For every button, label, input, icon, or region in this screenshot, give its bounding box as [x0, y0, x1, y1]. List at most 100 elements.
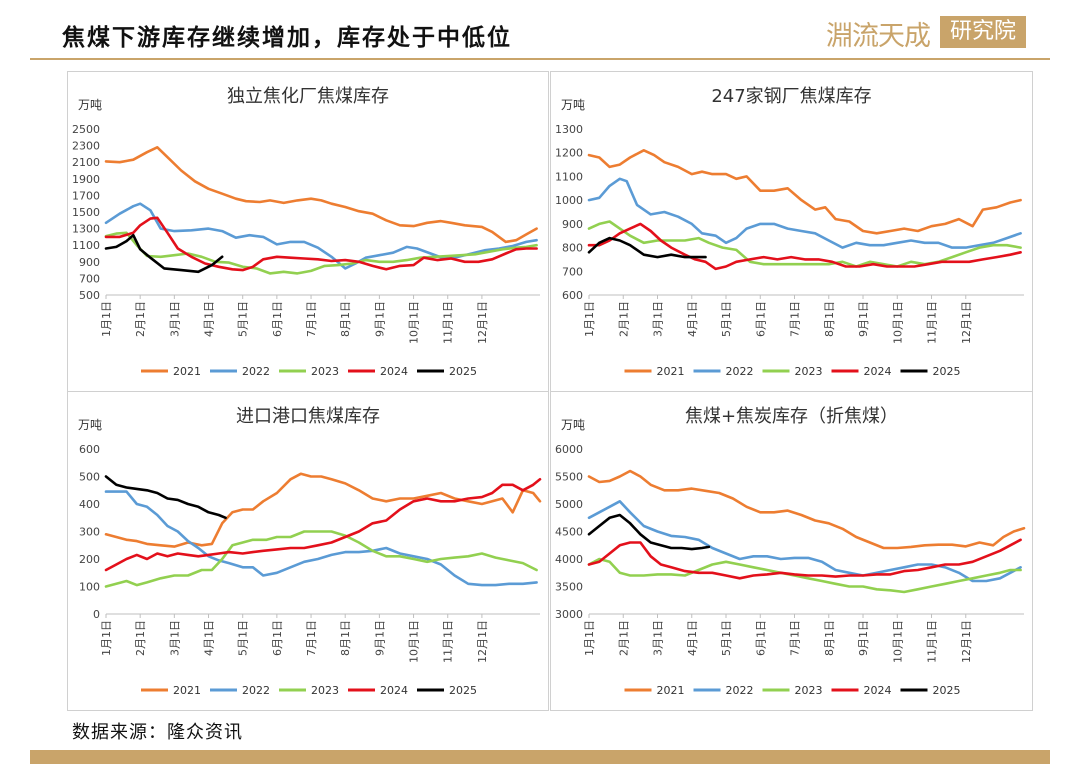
brand-logo: 淵流天成 研究院 [826, 14, 1026, 52]
x-tick-label: 6月1日 [754, 620, 767, 656]
series-line-2025 [587, 236, 707, 259]
x-tick-label: 8月1日 [823, 301, 836, 337]
chart-panel-import-ports: 进口港口焦煤库存 万吨 0 100 200 300 400 500 600 1月1日 2月1日 3月1… [67, 391, 549, 711]
legend-label-2023: 2023 [311, 365, 339, 378]
x-tick-label: 9月1日 [373, 301, 386, 337]
x-tick-label: 7月1日 [305, 620, 318, 656]
y-axis-unit: 万吨 [561, 98, 585, 112]
x-tick-label: 1月1日 [583, 301, 596, 337]
x-tick-label: 4月1日 [203, 301, 216, 337]
x-tick-label: 11月1日 [442, 301, 455, 344]
x-tick-label: 6月1日 [754, 301, 767, 337]
legend-label-2025: 2025 [449, 365, 477, 378]
series-line-2022 [104, 490, 538, 587]
y-tick-label: 1300 [72, 223, 100, 236]
x-tick-label: 10月1日 [408, 301, 421, 344]
y-tick-label: 400 [79, 498, 100, 511]
y-tick-label: 100 [79, 581, 100, 594]
x-tick-label: 8月1日 [339, 620, 352, 656]
chart-panel-coking-plants: 独立焦化厂焦煤库存 万吨 500 700 900 1100 1300 1500 1700 1900… [67, 71, 549, 392]
y-tick-label: 1000 [555, 194, 583, 207]
x-tick-label: 8月1日 [823, 620, 836, 656]
x-tick-label: 7月1日 [305, 301, 318, 337]
series-line-2024 [104, 478, 542, 572]
legend-label-2024: 2024 [864, 365, 892, 378]
chart-title: 247家钢厂焦煤库存 [711, 86, 871, 107]
y-axis-unit: 万吨 [78, 98, 102, 112]
series-line-2024 [587, 222, 1022, 271]
y-tick-label: 500 [79, 289, 100, 302]
legend-label-2022: 2022 [726, 684, 754, 697]
legend-label-2021: 2021 [173, 365, 201, 378]
y-tick-label: 1900 [72, 173, 100, 186]
y-tick-label: 900 [79, 256, 100, 269]
x-tick-label: 1月1日 [583, 620, 596, 656]
y-tick-label: 1300 [555, 123, 583, 136]
legend-label-2021: 2021 [657, 365, 685, 378]
x-tick-label: 9月1日 [857, 301, 870, 337]
y-axis-unit: 万吨 [561, 418, 585, 432]
legend-label-2025: 2025 [933, 684, 961, 697]
x-tick-label: 5月1日 [720, 301, 733, 337]
x-tick-label: 7月1日 [789, 301, 802, 337]
x-tick-label: 2月1日 [134, 620, 147, 656]
x-tick-label: 10月1日 [891, 620, 904, 663]
x-tick-label: 12月1日 [960, 301, 973, 344]
legend-label-2022: 2022 [726, 365, 754, 378]
logo-text: 淵流天成 [826, 21, 931, 52]
x-tick-label: 2月1日 [617, 620, 630, 656]
series-line-2023 [587, 220, 1022, 268]
y-tick-label: 600 [562, 289, 583, 302]
x-tick-label: 11月1日 [926, 301, 939, 344]
legend-label-2024: 2024 [864, 684, 892, 697]
x-tick-label: 6月1日 [271, 620, 284, 656]
x-tick-label: 3月1日 [168, 620, 181, 656]
x-tick-label: 12月1日 [476, 620, 489, 663]
x-tick-label: 2月1日 [134, 301, 147, 337]
y-tick-label: 500 [79, 471, 100, 484]
y-tick-label: 900 [562, 218, 583, 231]
legend-label-2022: 2022 [242, 365, 270, 378]
x-tick-label: 5月1日 [237, 301, 250, 337]
y-tick-label: 4000 [555, 553, 583, 566]
data-source: 数据来源：隆众资讯 [72, 722, 243, 743]
series-line-2025 [104, 475, 227, 520]
y-tick-label: 4500 [555, 526, 583, 539]
series-line-2021 [104, 146, 538, 244]
x-tick-label: 9月1日 [373, 620, 386, 656]
legend-label-2024: 2024 [380, 684, 408, 697]
x-tick-label: 4月1日 [686, 301, 699, 337]
y-tick-label: 1700 [72, 189, 100, 202]
x-tick-label: 3月1日 [652, 301, 665, 337]
y-tick-label: 5000 [555, 498, 583, 511]
y-tick-label: 300 [79, 526, 100, 539]
x-tick-label: 10月1日 [408, 620, 421, 663]
y-tick-label: 800 [562, 242, 583, 255]
y-tick-label: 1100 [555, 170, 583, 183]
logo-box: 研究院 [940, 16, 1026, 48]
legend-label-2021: 2021 [657, 684, 685, 697]
y-tick-label: 1100 [72, 239, 100, 252]
y-tick-label: 2300 [72, 140, 100, 153]
y-tick-label: 600 [79, 443, 100, 456]
x-tick-label: 12月1日 [960, 620, 973, 663]
page-title: 焦煤下游库存继续增加，库存处于中低位 [62, 24, 512, 51]
y-axis-unit: 万吨 [78, 418, 102, 432]
y-tick-label: 1500 [72, 206, 100, 219]
chart-panel-steel-mills: 247家钢厂焦煤库存万吨 600 700 800 900 1000 1100 1200 1300… [550, 71, 1033, 392]
x-tick-label: 5月1日 [720, 620, 733, 656]
y-tick-label: 2100 [72, 156, 100, 169]
series-line-2025 [587, 513, 711, 551]
x-tick-label: 5月1日 [237, 620, 250, 656]
y-tick-label: 700 [562, 265, 583, 278]
chart-title: 进口港口焦煤库存 [236, 406, 380, 427]
legend-label-2021: 2021 [173, 684, 201, 697]
x-tick-label: 4月1日 [203, 620, 216, 656]
footer-bar [30, 750, 1050, 764]
x-tick-label: 11月1日 [442, 620, 455, 663]
chart-panel-total-inventory: 焦煤+焦炭库存（折焦煤） 万吨 3000 3500 4000 4500 5000 5500 60… [550, 391, 1033, 711]
y-tick-label: 1200 [555, 147, 583, 160]
chart-title: 焦煤+焦炭库存（折焦煤） [685, 406, 898, 427]
